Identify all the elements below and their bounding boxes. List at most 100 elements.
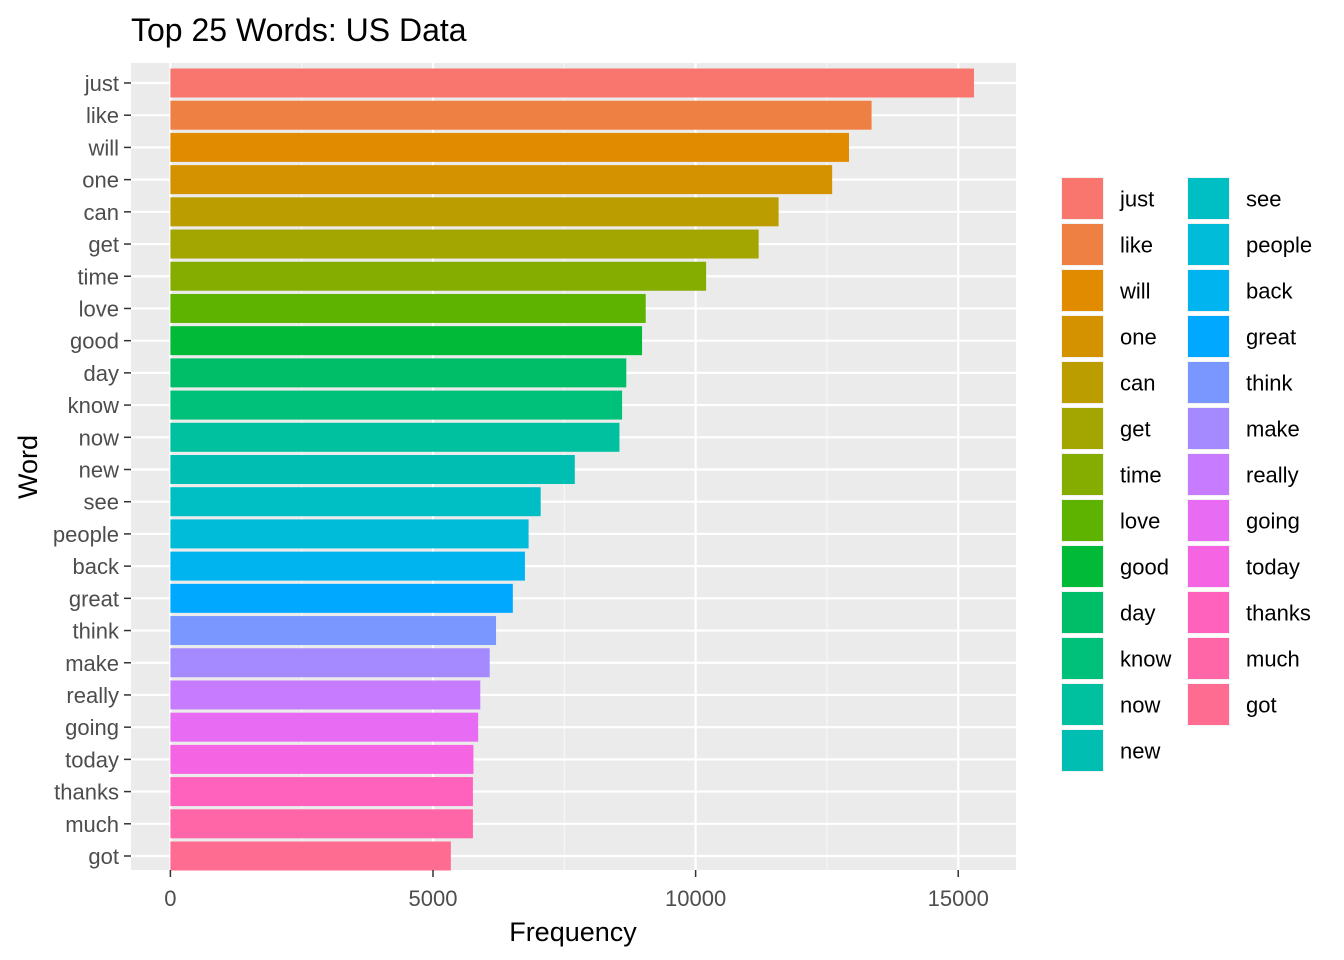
legend-swatch-back — [1188, 270, 1229, 311]
y-tick-label: back — [73, 554, 120, 579]
legend-swatch-make — [1188, 408, 1229, 449]
x-axis-title: Frequency — [509, 917, 637, 947]
legend-label: can — [1120, 371, 1155, 396]
y-tick-label: know — [68, 393, 119, 418]
y-tick-label: new — [79, 458, 119, 483]
chart-title: Top 25 Words: US Data — [131, 12, 467, 48]
x-tick-label: 0 — [164, 886, 176, 911]
legend-label: make — [1246, 417, 1300, 442]
y-tick-label: one — [82, 168, 119, 193]
y-tick-label: can — [84, 200, 119, 225]
bar-one — [170, 165, 833, 195]
legend-label: really — [1246, 463, 1299, 488]
legend-label: back — [1246, 279, 1293, 304]
y-tick-label: day — [84, 361, 119, 386]
legend-label: great — [1246, 325, 1296, 350]
legend-swatch-new — [1062, 730, 1103, 771]
bar-people — [170, 519, 529, 549]
legend-swatch-think — [1188, 362, 1229, 403]
legend-label: good — [1120, 555, 1169, 580]
legend-swatch-much — [1188, 638, 1229, 679]
legend-swatch-see — [1188, 178, 1229, 219]
legend-label: see — [1246, 187, 1281, 212]
bar-much — [170, 809, 473, 839]
y-tick-label: really — [66, 683, 119, 708]
legend-label: today — [1246, 555, 1300, 580]
legend-swatch-now — [1062, 684, 1103, 725]
legend-swatch-got — [1188, 684, 1229, 725]
y-tick-label: going — [65, 715, 119, 740]
legend-swatch-today — [1188, 546, 1229, 587]
bar-love — [170, 293, 646, 323]
legend-swatch-going — [1188, 500, 1229, 541]
legend-swatch-like — [1062, 224, 1103, 265]
bar-great — [170, 583, 513, 613]
y-tick-label: today — [65, 747, 119, 772]
x-tick-label: 10000 — [665, 886, 726, 911]
y-tick-label: got — [88, 844, 119, 869]
bar-know — [170, 390, 623, 420]
x-tick-label: 5000 — [409, 886, 458, 911]
y-tick-label: now — [79, 425, 119, 450]
x-tick-label: 15000 — [928, 886, 989, 911]
legend-label: much — [1246, 647, 1300, 672]
legend-swatch-good — [1062, 546, 1103, 587]
legend-label: know — [1120, 647, 1171, 672]
y-tick-label: will — [87, 135, 119, 160]
legend-swatch-day — [1062, 592, 1103, 633]
legend-label: thanks — [1246, 601, 1311, 626]
bar-going — [170, 712, 479, 742]
legend-label: time — [1120, 463, 1162, 488]
legend-label: think — [1246, 371, 1293, 396]
bar-make — [170, 648, 490, 678]
legend-swatch-great — [1188, 316, 1229, 357]
legend-label: just — [1119, 187, 1154, 212]
legend-swatch-thanks — [1188, 592, 1229, 633]
legend-label: got — [1246, 693, 1277, 718]
legend-swatch-get — [1062, 408, 1103, 449]
bar-today — [170, 744, 474, 774]
y-tick-label: get — [88, 232, 119, 257]
legend-swatch-love — [1062, 500, 1103, 541]
bar-thanks — [170, 777, 473, 807]
legend-label: day — [1120, 601, 1155, 626]
legend-swatch-just — [1062, 178, 1103, 219]
y-tick-label: see — [84, 490, 119, 515]
y-tick-label: great — [69, 586, 119, 611]
bar-will — [170, 132, 849, 162]
bar-got — [170, 841, 451, 871]
legend-swatch-will — [1062, 270, 1103, 311]
legend-label: one — [1120, 325, 1157, 350]
legend-swatch-people — [1188, 224, 1229, 265]
bar-see — [170, 487, 541, 517]
bar-think — [170, 616, 497, 646]
bar-new — [170, 455, 575, 484]
bar-time — [170, 261, 707, 291]
y-axis-title: Word — [13, 435, 43, 499]
bar-day — [170, 358, 627, 388]
y-tick-label: time — [77, 264, 119, 289]
y-tick-label: just — [84, 71, 119, 96]
legend-label: new — [1120, 739, 1160, 764]
legend-label: love — [1120, 509, 1160, 534]
y-tick-label: love — [79, 296, 119, 321]
bar-good — [170, 326, 643, 356]
legend-swatch-one — [1062, 316, 1103, 357]
legend-swatch-really — [1188, 454, 1229, 495]
bar-now — [170, 422, 620, 452]
legend-label: people — [1246, 233, 1312, 258]
legend-label: going — [1246, 509, 1300, 534]
legend-swatch-know — [1062, 638, 1103, 679]
y-tick-label: much — [65, 812, 119, 837]
bar-get — [170, 229, 759, 259]
bar-back — [170, 551, 525, 581]
legend-label: will — [1119, 279, 1151, 304]
bar-can — [170, 197, 779, 227]
legend-swatch-can — [1062, 362, 1103, 403]
legend: just like will one can get time love good day know… — [1061, 177, 1312, 772]
y-tick-label: good — [70, 329, 119, 354]
bar-really — [170, 680, 481, 710]
legend-label: like — [1120, 233, 1153, 258]
bar-like — [170, 100, 872, 130]
legend-swatch-time — [1062, 454, 1103, 495]
